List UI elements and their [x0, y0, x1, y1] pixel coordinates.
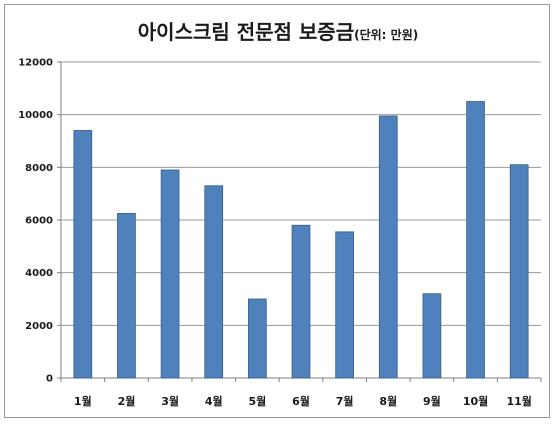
bar-10	[466, 101, 485, 379]
y-tick-label: 12000	[18, 58, 53, 69]
x-tick-label: 8월	[379, 394, 397, 408]
bar-7	[335, 231, 354, 379]
x-tick-label: 1월	[74, 394, 92, 408]
bar-11	[509, 164, 529, 379]
y-tick-label: 2000	[25, 321, 53, 332]
y-tick-label: 6000	[25, 216, 53, 227]
x-tick-label: 7월	[336, 394, 354, 408]
bar-4	[204, 185, 224, 379]
x-tick-label: 10월	[463, 394, 488, 408]
x-tick-label: 5월	[248, 394, 266, 408]
y-tick-label: 0	[46, 374, 53, 385]
x-tick-label: 2월	[118, 394, 136, 408]
bar-5	[248, 298, 267, 379]
bars	[73, 101, 529, 379]
x-tick-label: 4월	[205, 394, 223, 408]
x-tick-labels: 1월 2월 3월 4월 5월 6월 7월 8월 9월 10월 11월	[74, 394, 532, 408]
chart-title-main: 아이스크림 전문점 보증금	[138, 20, 354, 44]
bar-6	[291, 224, 311, 379]
bar-3	[160, 169, 180, 379]
x-tick-label: 6월	[292, 394, 310, 408]
y-tick-label: 8000	[25, 163, 53, 174]
bar-1	[73, 130, 93, 379]
y-tick-labels: 0 2000 4000 6000 8000 10000 12000	[18, 58, 53, 385]
bar-chart: 아이스크림 전문점 보증금(단위: 만원) 0 2000 4000 6000 8000 1…	[18, 20, 542, 408]
bar-8	[378, 115, 398, 379]
x-tick-label: 11월	[506, 394, 531, 408]
bar-2	[117, 213, 136, 379]
y-tick-label: 10000	[18, 110, 53, 121]
x-tick-label: 3월	[161, 394, 179, 408]
chart-frame: 아이스크림 전문점 보증금(단위: 만원) 0 2000 4000 6000 8000 1…	[4, 4, 550, 418]
chart-title-unit: (단위: 만원)	[354, 27, 418, 42]
bar-9	[422, 293, 442, 379]
y-tick-label: 4000	[25, 268, 53, 279]
x-tick-label: 9월	[423, 394, 441, 408]
chart-title: 아이스크림 전문점 보증금(단위: 만원)	[138, 20, 418, 44]
